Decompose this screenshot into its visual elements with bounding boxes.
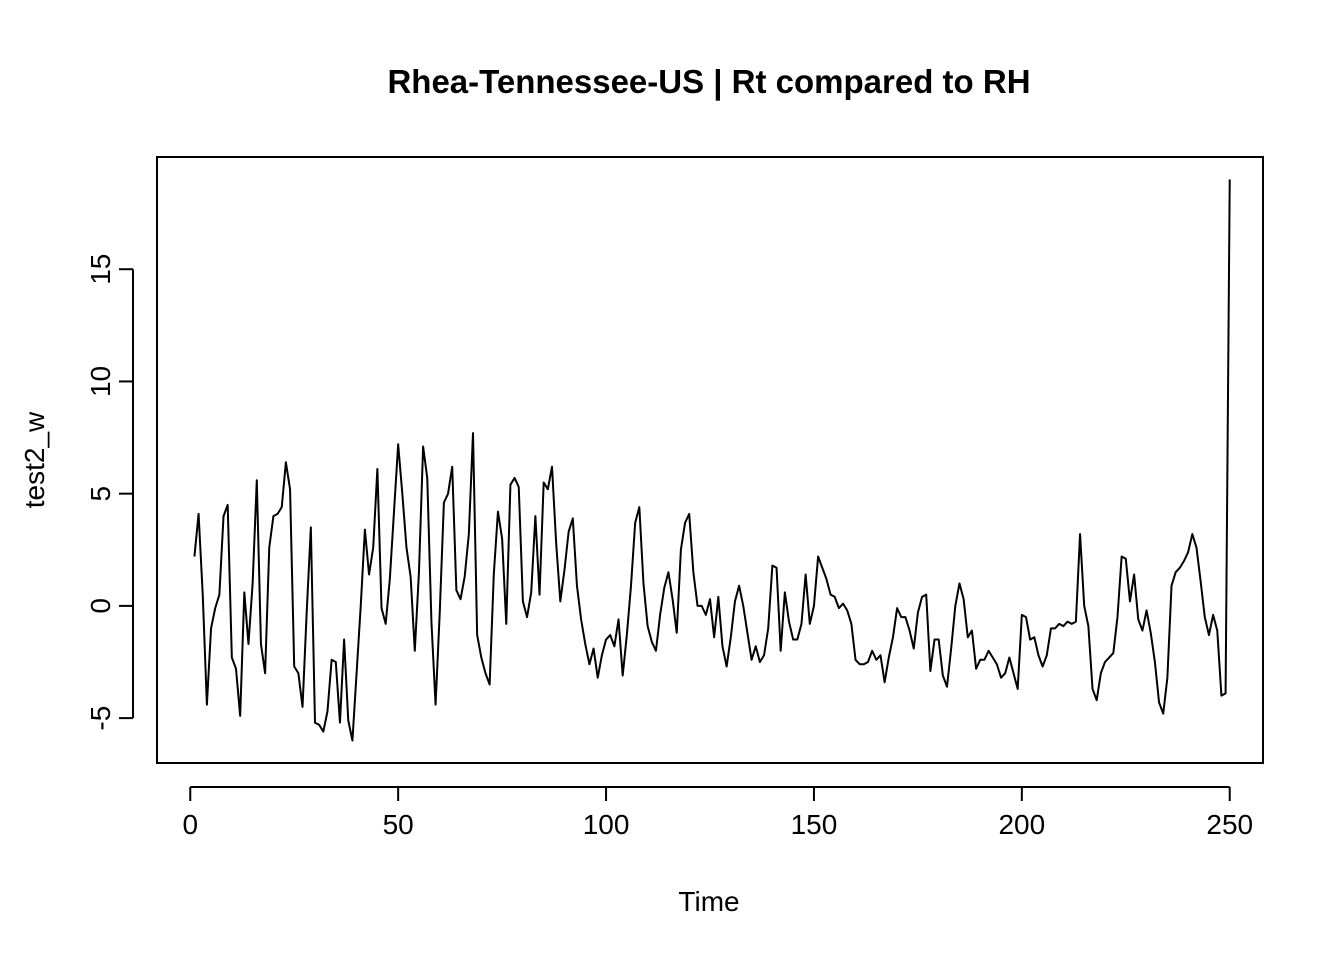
x-tick-label: 100 [583,809,630,840]
y-tick-label: 15 [85,254,116,285]
series-layer [193,179,1231,742]
x-tick-label: 200 [998,809,1045,840]
series-line-1 [193,179,1231,742]
x-tick-label: 250 [1206,809,1253,840]
y-tick-label: -5 [85,706,116,731]
plot-area-frame [156,156,1264,764]
y-axis: -5 0 5 10 15 [85,254,134,731]
y-tick-label: 0 [85,598,116,614]
x-tick-label: 150 [791,809,838,840]
y-tick-label: 5 [85,486,116,502]
x-tick-label: 0 [182,809,198,840]
x-axis: 0 50 100 150 200 250 [182,786,1253,840]
y-axis-label: test2_w [19,411,50,508]
y-tick-label: 10 [85,366,116,397]
chart-title: Rhea-Tennessee-US | Rt compared to RH [387,63,1030,100]
x-tick-label: 50 [383,809,414,840]
x-axis-label: Time [678,886,739,917]
